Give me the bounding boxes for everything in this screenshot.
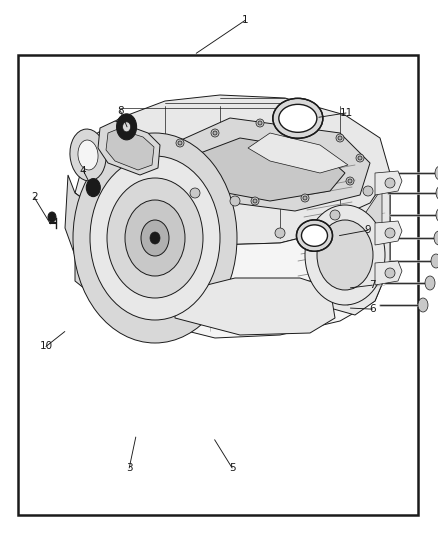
Ellipse shape — [211, 129, 219, 137]
Ellipse shape — [273, 98, 323, 139]
Text: 3: 3 — [126, 463, 133, 473]
Text: 11: 11 — [339, 108, 353, 118]
Ellipse shape — [86, 179, 100, 197]
Ellipse shape — [436, 186, 438, 200]
Ellipse shape — [78, 140, 98, 170]
Polygon shape — [65, 175, 155, 323]
Ellipse shape — [330, 210, 340, 220]
Ellipse shape — [338, 136, 342, 140]
Polygon shape — [182, 138, 345, 201]
Polygon shape — [248, 133, 348, 173]
Bar — [18, 55, 418, 515]
Text: 4: 4 — [80, 166, 87, 175]
Polygon shape — [98, 121, 160, 175]
Ellipse shape — [303, 123, 307, 127]
Text: 1: 1 — [242, 15, 249, 25]
Ellipse shape — [123, 122, 131, 132]
Polygon shape — [162, 118, 370, 211]
Ellipse shape — [305, 205, 385, 305]
Ellipse shape — [385, 178, 395, 188]
Ellipse shape — [363, 186, 373, 196]
Ellipse shape — [251, 197, 259, 205]
Ellipse shape — [190, 188, 200, 198]
Ellipse shape — [418, 298, 428, 312]
Ellipse shape — [346, 177, 354, 185]
Ellipse shape — [117, 114, 137, 140]
Ellipse shape — [253, 199, 257, 203]
Polygon shape — [175, 278, 335, 335]
Ellipse shape — [256, 119, 264, 127]
Ellipse shape — [150, 232, 160, 244]
Ellipse shape — [48, 212, 56, 222]
Ellipse shape — [301, 194, 309, 202]
Polygon shape — [322, 188, 382, 305]
Ellipse shape — [107, 178, 203, 298]
Ellipse shape — [436, 208, 438, 222]
Ellipse shape — [279, 104, 317, 132]
Polygon shape — [318, 173, 390, 315]
Ellipse shape — [348, 179, 352, 183]
Ellipse shape — [275, 228, 285, 238]
Polygon shape — [375, 171, 402, 195]
Polygon shape — [106, 129, 154, 170]
Text: 7: 7 — [369, 280, 376, 290]
Ellipse shape — [358, 156, 362, 160]
Polygon shape — [75, 95, 390, 245]
Text: 10: 10 — [39, 342, 53, 351]
Text: 9: 9 — [364, 225, 371, 235]
Ellipse shape — [431, 254, 438, 268]
Text: 5: 5 — [229, 463, 236, 473]
Ellipse shape — [435, 166, 438, 180]
Ellipse shape — [141, 220, 169, 256]
Text: 2: 2 — [31, 192, 38, 202]
Ellipse shape — [425, 276, 435, 290]
Ellipse shape — [303, 196, 307, 200]
Ellipse shape — [356, 154, 364, 162]
Polygon shape — [375, 261, 402, 285]
Ellipse shape — [125, 200, 185, 276]
Polygon shape — [375, 221, 402, 245]
Ellipse shape — [301, 225, 328, 246]
Text: 6: 6 — [369, 304, 376, 314]
Ellipse shape — [70, 129, 106, 181]
Ellipse shape — [178, 141, 182, 145]
Ellipse shape — [434, 231, 438, 245]
Ellipse shape — [297, 220, 332, 252]
Polygon shape — [75, 193, 155, 323]
Text: 8: 8 — [117, 106, 124, 116]
Ellipse shape — [317, 220, 373, 290]
Ellipse shape — [213, 131, 217, 135]
Ellipse shape — [301, 121, 309, 129]
Ellipse shape — [385, 268, 395, 278]
Ellipse shape — [73, 133, 237, 343]
Ellipse shape — [336, 134, 344, 142]
Polygon shape — [105, 173, 390, 338]
Ellipse shape — [385, 228, 395, 238]
Ellipse shape — [90, 156, 220, 320]
Ellipse shape — [176, 139, 184, 147]
Ellipse shape — [258, 121, 262, 125]
Ellipse shape — [230, 196, 240, 206]
